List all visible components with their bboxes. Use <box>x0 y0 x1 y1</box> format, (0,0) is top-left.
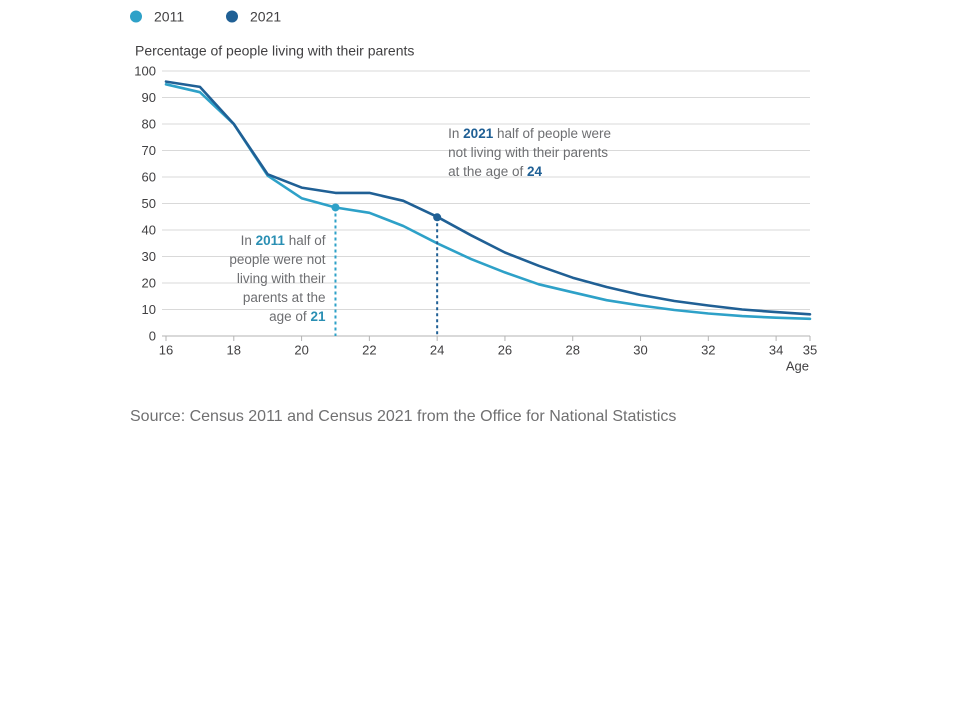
legend-label-2021: 2021 <box>250 9 281 25</box>
x-tick-26: 26 <box>498 343 512 358</box>
y-tick-50: 50 <box>142 196 156 211</box>
x-tick-20: 20 <box>294 343 308 358</box>
y-tick-70: 70 <box>142 143 156 158</box>
y-tick-40: 40 <box>142 223 156 238</box>
annotation-text-2011-line-1: people were not <box>229 252 325 267</box>
y-tick-20: 20 <box>142 276 156 291</box>
annotation-text-2011-line-3: parents at the <box>243 290 326 305</box>
y-tick-0: 0 <box>149 329 156 344</box>
y-tick-60: 60 <box>142 170 156 185</box>
x-tick-35: 35 <box>803 343 817 358</box>
y-tick-90: 90 <box>142 90 156 105</box>
annotation-text-2011-line-2: living with their <box>237 271 326 286</box>
annotation-text-2021-line-1: not living with their parents <box>448 145 608 160</box>
annotation-text-2011-line-0: In 2011 half of <box>241 233 326 248</box>
y-tick-10: 10 <box>142 302 156 317</box>
annotation-text-2011-line-4: age of 21 <box>269 309 326 324</box>
x-tick-34: 34 <box>769 343 783 358</box>
line-chart: 2011 2021 Percentage of people living with… <box>130 9 817 374</box>
x-tick-18: 18 <box>227 343 241 358</box>
annotation-marker-2011 <box>331 203 340 212</box>
x-tick-28: 28 <box>566 343 580 358</box>
series-line-2011 <box>164 83 812 321</box>
annotation-marker-2021 <box>433 213 442 222</box>
annotation-text-2021-line-2: at the age of 24 <box>448 164 542 179</box>
series-line-2021 <box>164 80 812 316</box>
source-note: Source: Census 2011 and Census 2021 from… <box>130 408 677 425</box>
x-axis-label: Age <box>786 359 809 374</box>
y-tick-100: 100 <box>134 64 156 79</box>
legend-label-2011: 2011 <box>154 9 184 25</box>
x-tick-16: 16 <box>159 343 173 358</box>
y-tick-30: 30 <box>142 249 156 264</box>
y-tick-80: 80 <box>142 117 156 132</box>
x-tick-30: 30 <box>633 343 647 358</box>
annotation-text-2021-line-0: In 2021 half of people were <box>448 126 611 141</box>
y-axis-label: Percentage of people living with their p… <box>135 43 414 59</box>
legend-marker-2011 <box>130 10 142 23</box>
x-tick-32: 32 <box>701 343 715 358</box>
x-tick-24: 24 <box>430 343 444 358</box>
x-tick-22: 22 <box>362 343 376 358</box>
legend-marker-2021 <box>226 10 238 23</box>
